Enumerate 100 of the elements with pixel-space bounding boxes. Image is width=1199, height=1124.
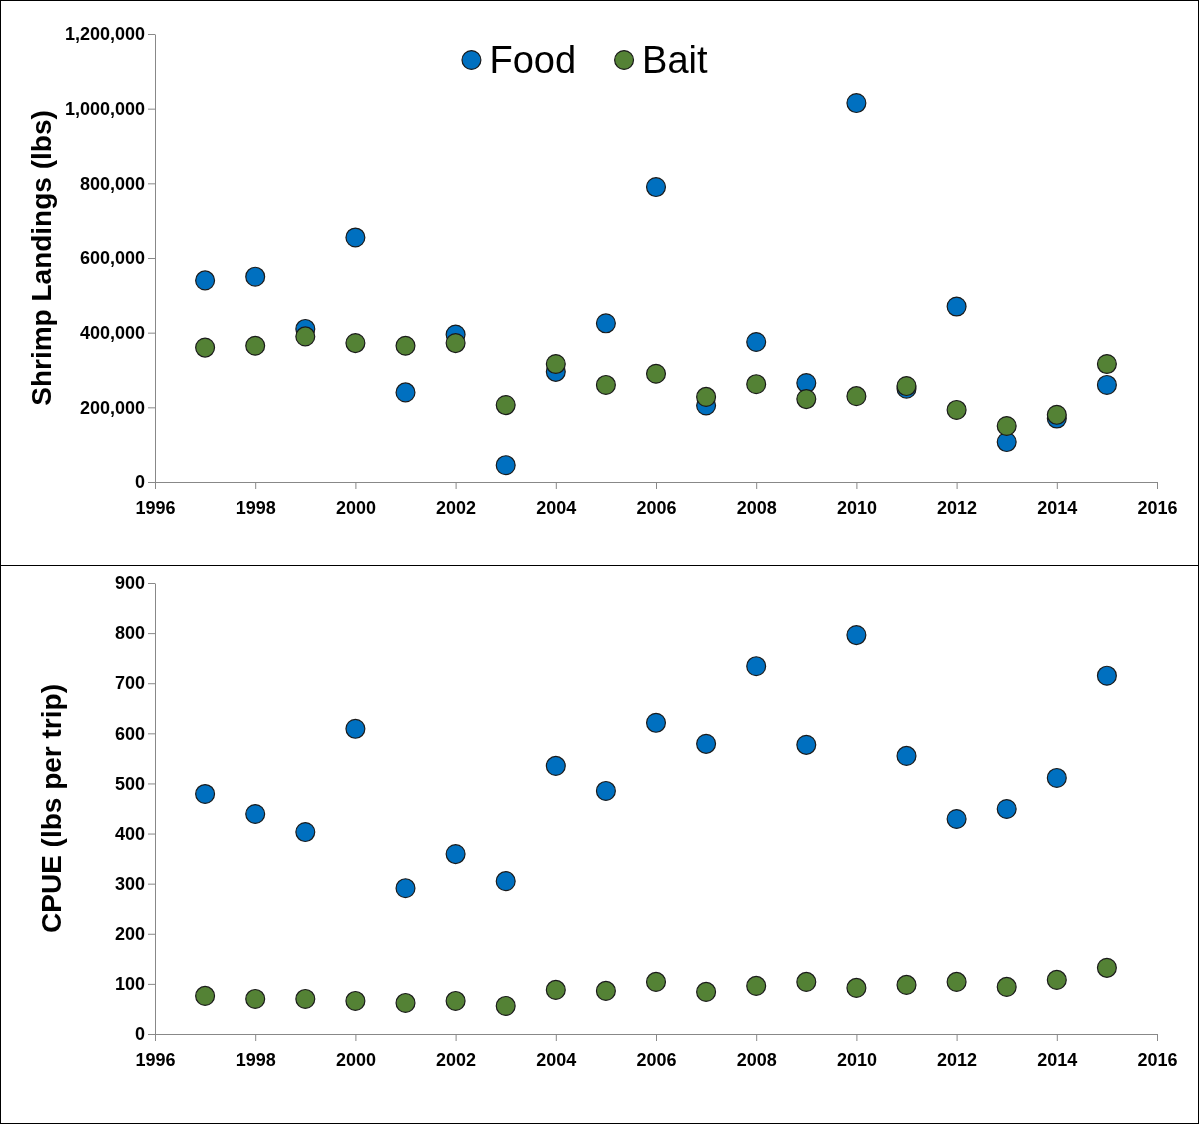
point bbox=[846, 386, 867, 407]
x-tick-label: 2010 bbox=[836, 1049, 877, 1070]
point bbox=[295, 988, 316, 1009]
x-tick-label: 2012 bbox=[937, 1049, 978, 1070]
y-tick-label: 800 bbox=[114, 623, 145, 644]
point bbox=[746, 975, 767, 996]
y-tick-label: 300 bbox=[114, 873, 145, 894]
point bbox=[445, 844, 466, 865]
point bbox=[545, 354, 566, 375]
point bbox=[395, 382, 416, 403]
point bbox=[996, 976, 1017, 997]
point bbox=[195, 270, 216, 291]
y-tick-label: 0 bbox=[134, 1024, 145, 1045]
point bbox=[946, 971, 967, 992]
point bbox=[746, 331, 767, 353]
y-tick-label: 1,000,000 bbox=[64, 98, 145, 119]
point bbox=[696, 386, 717, 407]
point bbox=[195, 337, 216, 358]
point bbox=[946, 296, 967, 317]
x-tick-label: 1996 bbox=[135, 1049, 176, 1070]
x-tick-label: 2000 bbox=[335, 497, 376, 518]
x-tick-label: 1998 bbox=[235, 497, 276, 518]
point bbox=[645, 971, 667, 992]
y-tick-label: 900 bbox=[114, 573, 145, 594]
x-tick-label: 2006 bbox=[636, 497, 677, 518]
x-tick-label: 2010 bbox=[836, 497, 877, 518]
point bbox=[395, 335, 416, 356]
y-tick-label: 100 bbox=[114, 974, 145, 995]
x-tick-label: 2008 bbox=[736, 497, 777, 518]
point bbox=[746, 374, 767, 395]
point bbox=[946, 809, 967, 830]
y-tick-label: 600 bbox=[114, 723, 145, 744]
x-tick-label: 2000 bbox=[335, 1049, 376, 1070]
point bbox=[245, 266, 266, 287]
x-tick-label: 2012 bbox=[937, 497, 978, 518]
x-tick-label: 1998 bbox=[235, 1049, 276, 1070]
x-tick-label: 2014 bbox=[1037, 1049, 1078, 1070]
point bbox=[896, 745, 917, 766]
point bbox=[495, 455, 516, 476]
point bbox=[645, 363, 667, 384]
point bbox=[445, 990, 466, 1011]
y-tick-label: 0 bbox=[134, 472, 145, 493]
point bbox=[195, 985, 216, 1006]
y-axis-title: Shrimp Landings (lbs) bbox=[26, 110, 57, 406]
point bbox=[495, 395, 516, 416]
point bbox=[846, 93, 867, 114]
x-tick-label: 2016 bbox=[1137, 497, 1178, 518]
x-tick-label: 2004 bbox=[536, 1049, 577, 1070]
y-axis-title: CPUE (lbs per trip) bbox=[36, 684, 67, 933]
y-tick-label: 200,000 bbox=[79, 397, 145, 418]
point bbox=[595, 374, 616, 395]
y-tick-label: 1,200,000 bbox=[64, 24, 145, 45]
point bbox=[946, 399, 967, 420]
point bbox=[495, 871, 516, 892]
point bbox=[595, 980, 616, 1001]
point bbox=[445, 333, 466, 354]
point bbox=[345, 333, 366, 354]
legend-label: Bait bbox=[642, 39, 708, 81]
point bbox=[1046, 767, 1067, 788]
point bbox=[595, 780, 616, 801]
y-tick-label: 600,000 bbox=[79, 248, 145, 269]
point bbox=[245, 803, 266, 825]
point bbox=[245, 335, 266, 356]
x-tick-label: 2008 bbox=[736, 1049, 777, 1070]
point bbox=[696, 733, 717, 754]
point bbox=[1096, 354, 1117, 375]
x-tick-label: 2016 bbox=[1137, 1049, 1178, 1070]
point bbox=[545, 755, 566, 776]
y-tick-label: 200 bbox=[114, 924, 145, 945]
point bbox=[1096, 957, 1117, 978]
point bbox=[796, 389, 817, 410]
point bbox=[796, 971, 817, 992]
y-tick-label: 700 bbox=[114, 673, 145, 694]
point bbox=[595, 313, 616, 334]
point bbox=[896, 974, 917, 995]
point bbox=[996, 432, 1017, 453]
point bbox=[245, 988, 266, 1009]
point bbox=[295, 822, 316, 843]
point bbox=[846, 977, 867, 998]
point bbox=[395, 878, 416, 899]
point bbox=[846, 625, 867, 646]
point bbox=[495, 995, 516, 1016]
point bbox=[696, 981, 717, 1002]
point bbox=[746, 656, 767, 677]
x-tick-label: 2002 bbox=[436, 497, 477, 518]
point bbox=[645, 177, 667, 198]
point bbox=[796, 734, 817, 755]
point bbox=[395, 992, 416, 1013]
y-tick-label: 400 bbox=[114, 823, 145, 844]
point bbox=[295, 326, 316, 347]
point bbox=[195, 783, 216, 804]
y-tick-label: 400,000 bbox=[79, 322, 145, 343]
x-tick-label: 1996 bbox=[135, 497, 176, 518]
point bbox=[345, 718, 366, 739]
x-tick-label: 2014 bbox=[1037, 497, 1078, 518]
point bbox=[545, 979, 566, 1000]
point bbox=[996, 415, 1017, 437]
point bbox=[1096, 665, 1117, 686]
y-tick-label: 500 bbox=[114, 773, 145, 794]
x-tick-label: 2006 bbox=[636, 1049, 677, 1070]
